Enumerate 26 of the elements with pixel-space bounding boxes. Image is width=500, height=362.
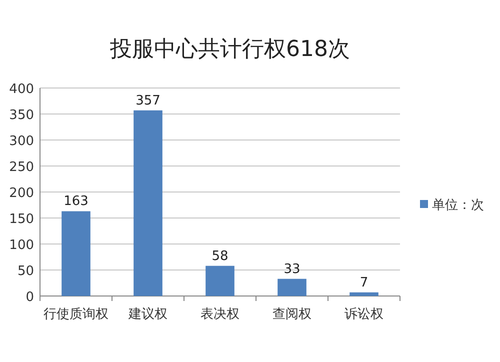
y-tick-label: 200 (9, 186, 34, 201)
y-tick-label: 400 (9, 82, 34, 97)
data-label: 163 (64, 194, 88, 210)
data-label: 58 (212, 248, 228, 264)
legend-label: 单位：次 (432, 198, 484, 213)
y-tick-label: 50 (17, 264, 34, 279)
bar (350, 292, 378, 296)
y-tick-label: 350 (9, 108, 34, 123)
y-tick-label: 100 (9, 238, 34, 253)
x-tick-label: 行使质询权 (44, 307, 108, 322)
bar (206, 266, 234, 296)
x-tick-label: 查阅权 (272, 307, 312, 322)
bar (134, 110, 162, 296)
chart-title: 投服中心共计行权618次 (109, 37, 350, 62)
y-tick-label: 150 (9, 212, 34, 227)
data-label: 7 (360, 275, 368, 290)
y-tick-label: 300 (9, 134, 34, 149)
bar (278, 278, 306, 296)
data-label: 357 (136, 93, 160, 108)
x-tick-label: 建议权 (128, 307, 168, 322)
x-tick-label: 表决权 (200, 307, 240, 322)
data-label: 33 (284, 262, 300, 277)
x-tick-label: 诉讼权 (344, 307, 384, 322)
y-tick-label: 250 (9, 160, 34, 175)
bar (62, 211, 90, 296)
y-tick-label: 0 (26, 290, 34, 305)
